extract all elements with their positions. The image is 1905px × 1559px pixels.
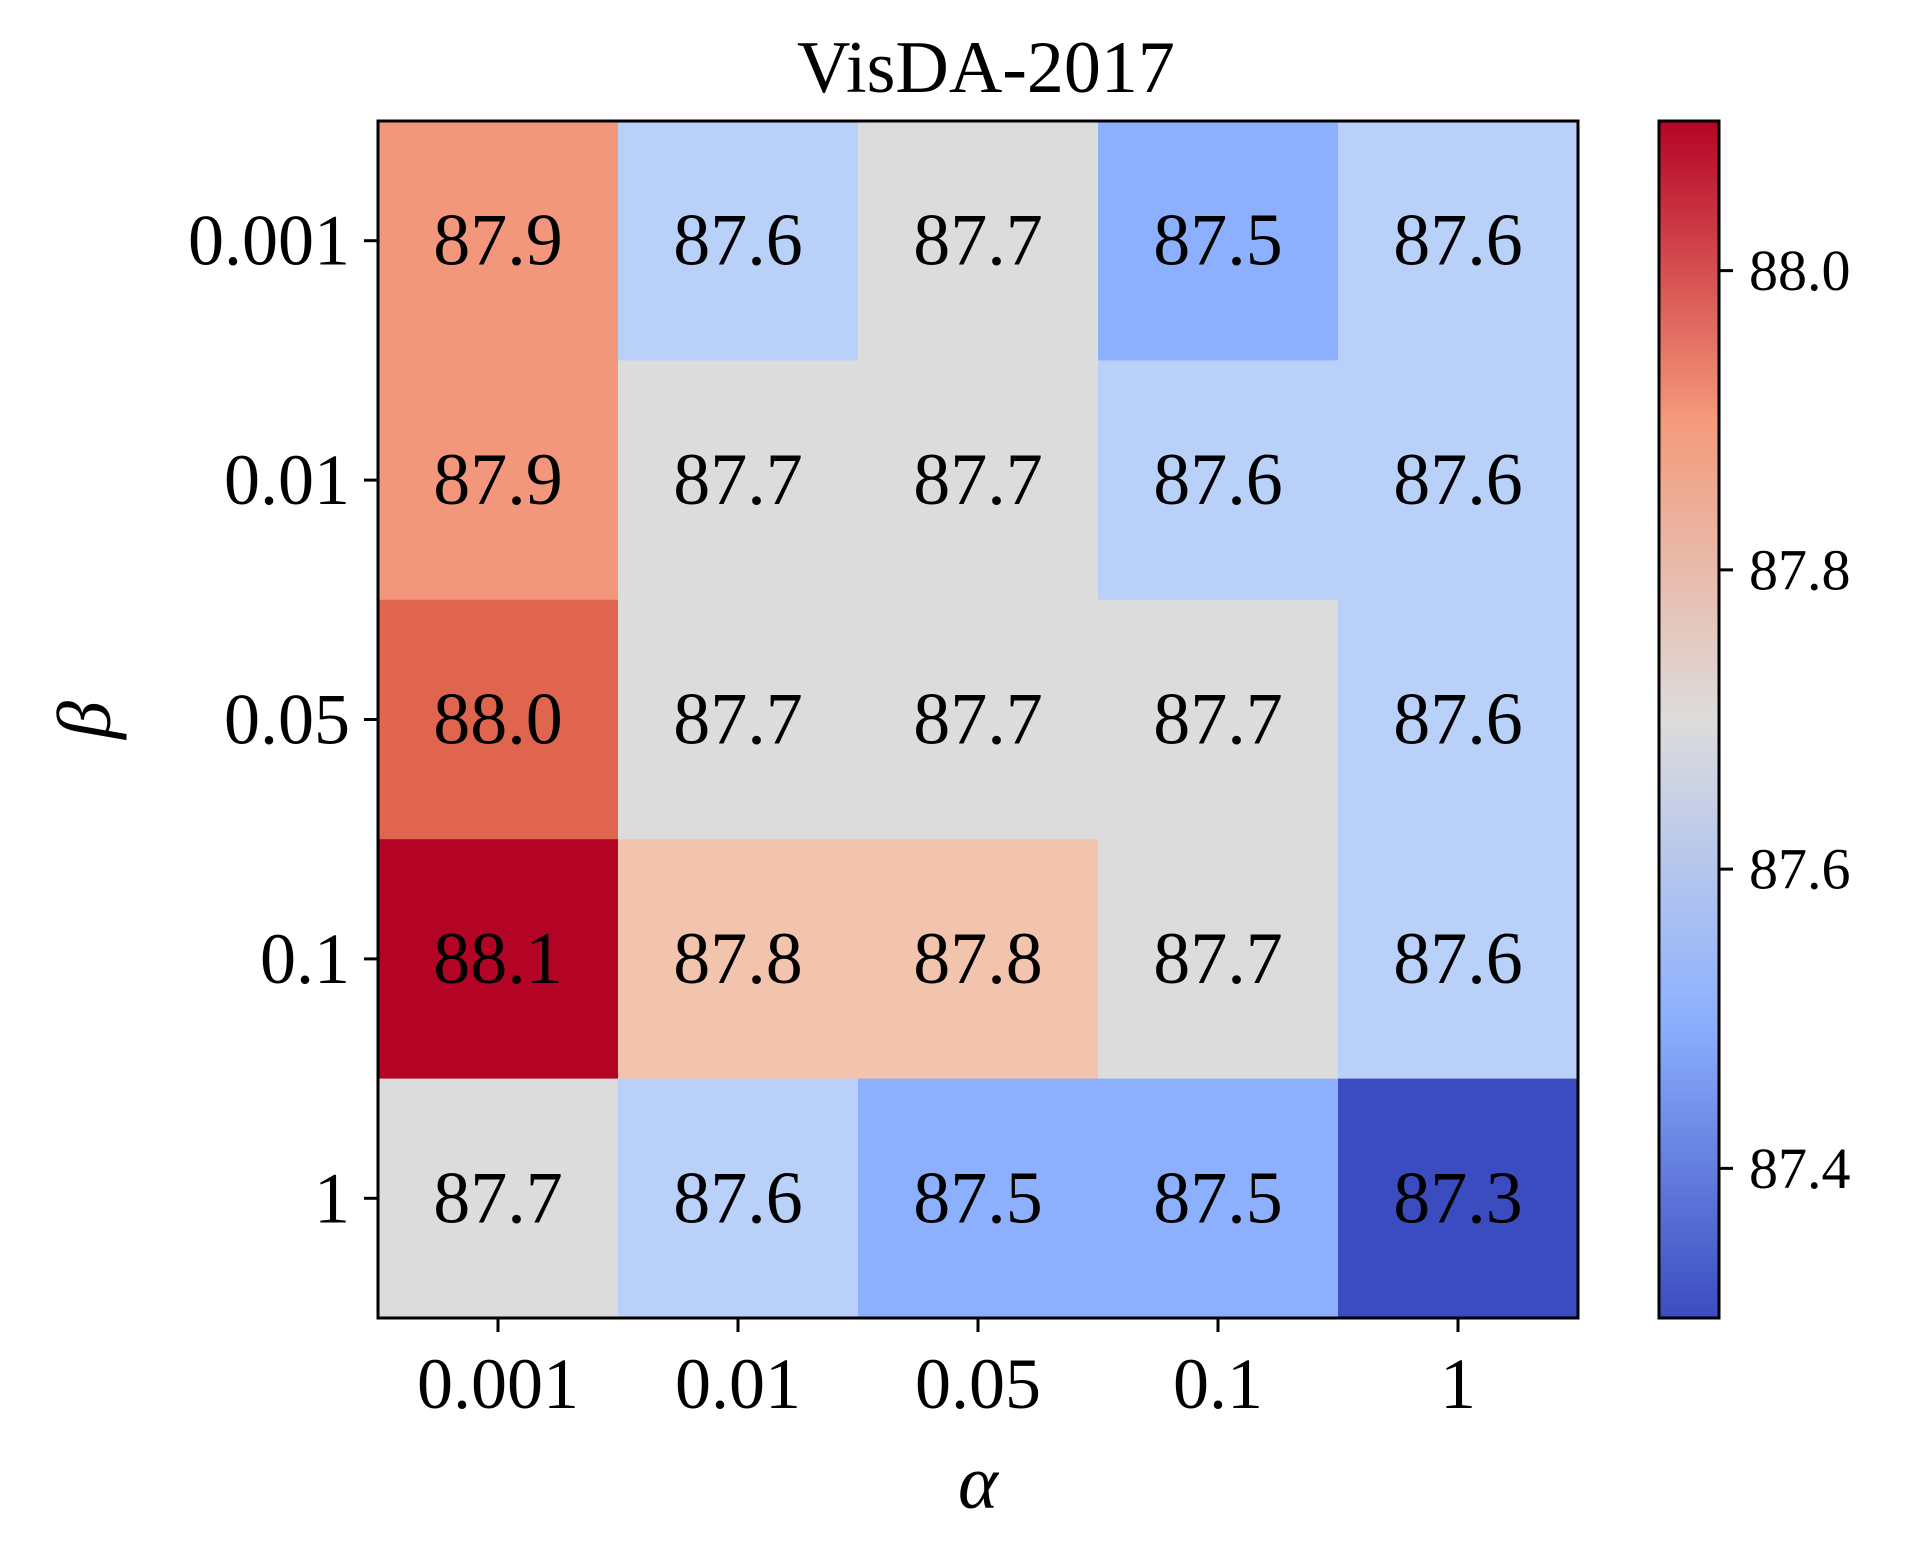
heatmap-cell [618, 1078, 859, 1319]
heatmap-cell [858, 839, 1099, 1080]
heatmap-cell [858, 1078, 1099, 1319]
heatmap-cell [1338, 1078, 1579, 1319]
heatmap-cell [858, 360, 1099, 601]
x-tick-label: 0.01 [675, 1344, 801, 1424]
x-tick-label: 0.001 [417, 1344, 579, 1424]
heatmap-cell-label: 88.0 [433, 679, 563, 761]
colorbar-tick-label: 87.6 [1749, 837, 1851, 902]
y-tick-label: 0.1 [260, 919, 350, 999]
heatmap-cell-label: 87.3 [1393, 1157, 1523, 1239]
heatmap-cell [1098, 121, 1339, 361]
colorbar-tick-label: 88.0 [1749, 238, 1851, 303]
heatmap-cell [618, 121, 859, 361]
heatmap-cell [1338, 360, 1579, 601]
x-axis-label: α [958, 1441, 1000, 1525]
heatmap-cell-label: 88.1 [433, 918, 563, 1000]
colorbar-gradient [1659, 121, 1719, 1318]
heatmap-cell [1338, 599, 1579, 840]
heatmap-cell-label: 87.5 [913, 1157, 1043, 1239]
heatmap-cell-label: 87.8 [913, 918, 1043, 1000]
heatmap-cell-label: 87.7 [1153, 918, 1283, 1000]
heatmap-cell-label: 87.7 [913, 679, 1043, 761]
y-axis-label: β [43, 701, 127, 741]
x-tick-label: 0.05 [915, 1344, 1041, 1424]
heatmap-cell [618, 599, 859, 840]
heatmap-cell [378, 839, 619, 1080]
heatmap-cell [378, 1078, 619, 1319]
heatmap-cell [618, 360, 859, 601]
x-tick-label: 1 [1440, 1344, 1476, 1424]
heatmap-cell-label: 87.6 [1393, 200, 1523, 282]
y-tick-label: 0.01 [224, 440, 350, 520]
heatmap-cell [1098, 1078, 1339, 1319]
heatmap-cell [858, 599, 1099, 840]
heatmap-cells [378, 121, 1579, 1319]
heatmap-cell-label: 87.6 [1153, 439, 1283, 521]
chart-title: VisDA-2017 [797, 27, 1175, 109]
heatmap-cell [1098, 839, 1339, 1080]
heatmap-cell-label: 87.6 [1393, 439, 1523, 521]
heatmap-cell [1098, 599, 1339, 840]
heatmap-cell [378, 599, 619, 840]
heatmap-cell-label: 87.5 [1153, 200, 1283, 282]
y-axis-ticks: 0.001 0.01 0.05 0.1 1 [188, 201, 378, 1238]
heatmap-cell [378, 360, 619, 601]
heatmap-cell-label: 87.7 [433, 1157, 563, 1239]
heatmap-cell-label: 87.7 [673, 679, 803, 761]
colorbar-frame [1657, 119, 1721, 1320]
x-tick-label: 0.1 [1173, 1344, 1263, 1424]
y-tick-label: 0.001 [188, 201, 350, 281]
heatmap-cell-label: 87.6 [1393, 918, 1523, 1000]
heatmap-cell-label: 87.9 [433, 200, 563, 282]
heatmap-cell-label: 87.6 [673, 200, 803, 282]
heatmap-cell-label: 87.7 [913, 200, 1043, 282]
colorbar-ticks: 87.4 87.6 87.8 88.0 [1719, 238, 1851, 1201]
x-axis-ticks: 0.001 0.01 0.05 0.1 1 [417, 1318, 1476, 1424]
heatmap-cell-label: 87.8 [673, 918, 803, 1000]
heatmap-cell-label: 87.7 [673, 439, 803, 521]
y-tick-label: 1 [314, 1158, 350, 1238]
heatmap-cell [1098, 360, 1339, 601]
heatmap-cell-label: 87.5 [1153, 1157, 1283, 1239]
heatmap-cell [618, 839, 859, 1080]
heatmap-cell [1338, 121, 1579, 361]
heatmap-cell-label: 87.9 [433, 439, 563, 521]
heatmap-cell-labels: 87.9 87.6 87.7 87.5 87.6 87.9 87.7 87.7 87.6 87.6… [433, 200, 1523, 1240]
heatmap-cell-label: 87.7 [913, 439, 1043, 521]
heatmap-cell [378, 121, 619, 361]
heatmap-cell [858, 121, 1099, 361]
heatmap-cell-label: 87.7 [1153, 679, 1283, 761]
colorbar-tick-label: 87.8 [1749, 537, 1851, 602]
heatmap-cell-label: 87.6 [673, 1157, 803, 1239]
colorbar-tick-label: 87.4 [1749, 1136, 1851, 1201]
heatmap-cell [1338, 839, 1579, 1080]
y-tick-label: 0.05 [224, 680, 350, 760]
heatmap-cell-label: 87.6 [1393, 679, 1523, 761]
